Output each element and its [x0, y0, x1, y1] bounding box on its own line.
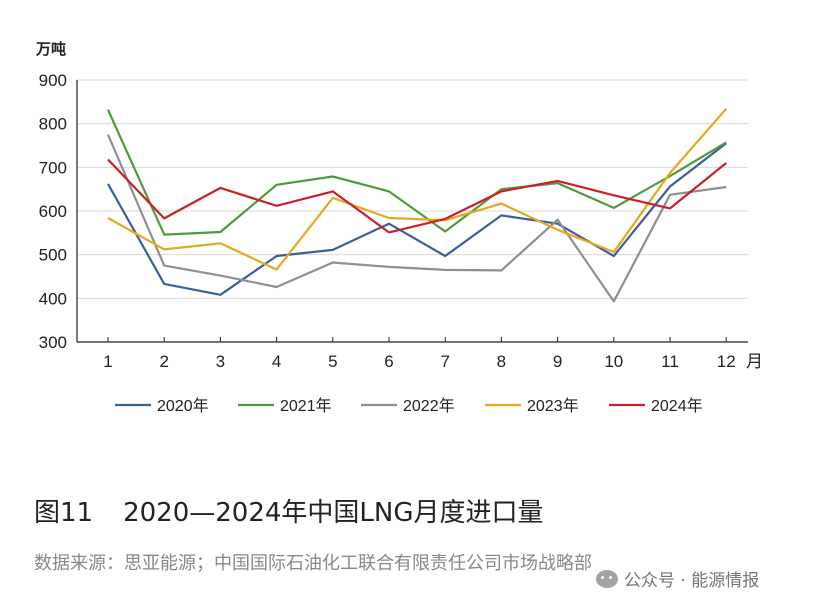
- y-tick-label-700: 700: [39, 158, 67, 177]
- series-line-2020年: [107, 142, 727, 296]
- legend-label-2020年: 2020年: [157, 397, 209, 415]
- figure-caption: 图11 2020—2024年中国LNG月度进口量: [34, 492, 544, 529]
- x-tick-label-12: 12: [717, 352, 736, 371]
- x-tick-label-3: 3: [216, 352, 225, 371]
- figure-title: 2020—2024年中国LNG月度进口量: [123, 498, 544, 528]
- axes: [76, 80, 748, 343]
- y-tick-label-600: 600: [39, 202, 67, 221]
- grid-lines: [77, 79, 748, 299]
- figure-number: 图11: [34, 498, 94, 528]
- x-tick-label-10: 10: [604, 352, 623, 371]
- y-tick-label-900: 900: [39, 71, 67, 90]
- legend-label-2023年: 2023年: [527, 397, 579, 415]
- series-line-2024年: [107, 158, 727, 234]
- legend-label-2024年: 2024年: [651, 397, 703, 415]
- x-tick-label-9: 9: [553, 352, 562, 371]
- series-lines: [106, 108, 728, 303]
- x-tick-label-6: 6: [384, 352, 393, 371]
- series-line-2023年: [107, 108, 728, 271]
- x-tick-label-7: 7: [440, 352, 449, 371]
- y-tick-label-400: 400: [39, 289, 67, 308]
- watermark: 公众号 · 能源情报: [596, 566, 759, 591]
- x-tick-label-8: 8: [497, 352, 506, 371]
- y-tick-label-300: 300: [39, 333, 67, 352]
- legend: 2020年 2021年 2022年 2023年 2024年: [115, 397, 703, 415]
- x-unit-label: 月: [746, 352, 763, 371]
- watermark-text: 公众号 · 能源情报: [624, 571, 760, 591]
- y-tick-label-500: 500: [39, 246, 67, 265]
- legend-label-2022年: 2022年: [403, 397, 455, 415]
- x-tick-label-2: 2: [159, 352, 168, 371]
- data-source-note: 数据来源：思亚能源；中国国际石油化工联合有限责任公司市场战略部: [34, 553, 592, 574]
- x-tick-label-11: 11: [661, 352, 679, 371]
- series-line-2022年: [106, 134, 727, 303]
- y-unit-label: 万吨: [35, 40, 66, 58]
- x-tick-label-1: 1: [103, 352, 112, 371]
- y-tick-label-800: 800: [39, 115, 67, 134]
- series-line-2021年: [106, 109, 727, 236]
- legend-label-2021年: 2021年: [280, 397, 332, 415]
- x-tick-label-4: 4: [272, 352, 281, 371]
- x-tick-label-5: 5: [328, 352, 337, 371]
- wechat-icon: [596, 569, 618, 588]
